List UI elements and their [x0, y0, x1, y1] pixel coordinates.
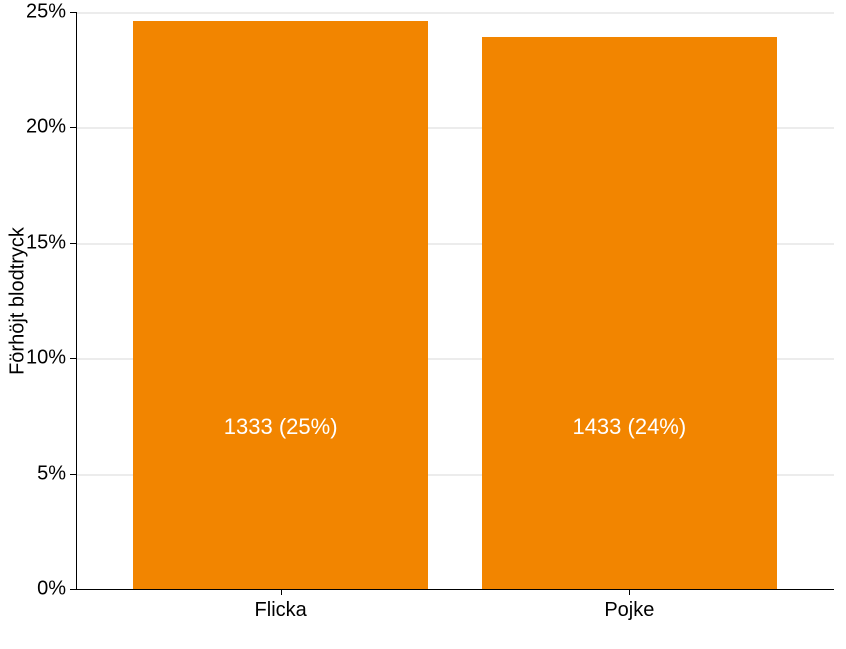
y-tick-label: 5% — [0, 462, 66, 485]
y-tick-mark — [70, 589, 76, 590]
y-tick-label: 0% — [0, 578, 66, 601]
bar-label: 1433 (24%) — [572, 414, 686, 440]
x-tick-label: Flicka — [255, 599, 307, 622]
bar-label: 1333 (25%) — [224, 414, 338, 440]
y-axis-line — [76, 12, 77, 589]
plot-area — [76, 12, 834, 589]
y-tick-mark — [70, 12, 76, 13]
x-tick-label: Pojke — [604, 599, 654, 622]
x-tick-mark — [281, 589, 282, 595]
y-tick-label: 10% — [0, 347, 66, 370]
x-tick-mark — [629, 589, 630, 595]
bar-pojke — [482, 37, 778, 589]
y-tick-label: 25% — [0, 1, 66, 24]
x-axis-line — [76, 589, 834, 590]
y-tick-label: 15% — [0, 231, 66, 254]
blood-pressure-bar-chart: Förhöjt blodtryck 0%5%10%15%20%25%1333 (… — [0, 0, 846, 649]
y-tick-mark — [70, 358, 76, 359]
y-tick-mark — [70, 474, 76, 475]
y-tick-mark — [70, 243, 76, 244]
gridline — [76, 12, 834, 14]
y-tick-mark — [70, 127, 76, 128]
bar-flicka — [133, 21, 429, 589]
y-tick-label: 20% — [0, 116, 66, 139]
